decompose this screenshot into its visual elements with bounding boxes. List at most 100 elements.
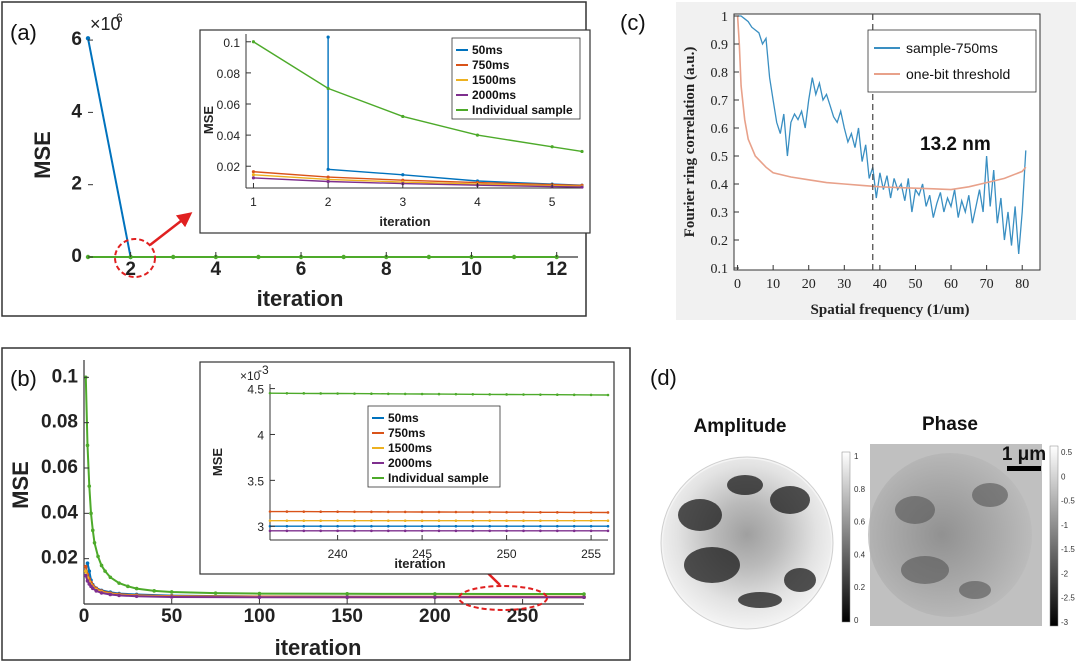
panel-a-inset-plot [245,34,584,189]
data-point [475,133,480,137]
panel-a-exponent-power: 6 [116,11,123,25]
panel-d-amplitude-title: Amplitude [694,416,787,437]
legend-label: one-bit threshold [906,66,1010,82]
data-point [437,524,441,528]
data-point [437,519,441,523]
data-point [336,519,339,523]
data-point [471,524,475,528]
phase-image: 1 μm [868,444,1046,626]
x-tick-label: 1 [250,195,257,209]
x-tick-label: 30 [837,277,851,292]
data-point [403,392,407,396]
colorbar-tick-label: -2.5 [1061,594,1075,603]
x-tick-label: 10 [461,259,482,280]
legend-label: 1500ms [388,441,432,455]
data-point [589,393,593,397]
data-point [387,392,390,396]
series-line-individual-sample [253,41,583,153]
panel-c: (c) Fourier ring correlation (a.u.) Spat… [620,2,1076,320]
panel-c-xticks: 0 10 20 30 40 50 60 70 80 [734,265,1029,292]
y-tick-label: 0.3 [711,206,729,221]
data-point [437,510,441,514]
y-tick-label: 0.02 [41,548,78,569]
colorbar-tick-label: -2 [1061,569,1069,578]
colorbar-tick-label: -1.5 [1061,545,1075,554]
y-tick-label: 1 [721,10,728,25]
series-line-individual-sample [84,377,585,595]
panel-a-xticks: 2 4 6 8 10 12 [125,252,567,280]
x-tick-label: 3 [399,195,406,209]
amplitude-colorbar-ticks: 1 0.8 0.6 0.4 0.2 0 [854,452,866,625]
panel-b-label: (b) [10,366,37,391]
x-tick-label: 200 [419,606,451,627]
amplitude-feature [678,499,722,531]
data-point [572,519,576,523]
panel-d-phase-title: Phase [922,414,978,435]
data-point [370,392,373,396]
y-tick-label: 4 [71,101,82,122]
panel-d: (d) Amplitude Phase 1 0.8 0.6 0.4 0.2 0 [650,365,1075,630]
data-point [285,529,289,533]
data-point [87,569,92,573]
panel-c-yticks: 0.1 0.2 0.3 0.4 0.5 0.6 0.7 0.8 0.9 1 [711,10,739,277]
data-point [353,524,356,528]
data-point [90,586,95,591]
data-point [539,393,542,396]
data-point [556,524,559,528]
scale-bar-label: 1 μm [1002,444,1046,465]
panel-a-exponent-base: ×10 [90,14,121,34]
panel-b-inset-xticks: 240 245 250 255 [328,535,601,561]
amplitude-feature [727,475,763,495]
x-tick-label: 4 [474,195,481,209]
data-point [387,529,390,533]
x-tick-label: 60 [944,277,958,292]
amplitude-colorbar [841,451,851,623]
data-point [511,254,517,260]
panel-c-legend: sample-750ms one-bit threshold [867,29,1037,93]
data-point [85,443,90,448]
x-tick-label: 250 [507,606,539,627]
data-point [539,510,542,514]
data-point [433,595,437,599]
phase-feature [895,496,935,524]
data-point [285,524,289,528]
legend-label: 2000ms [472,88,516,102]
panel-b-inset-exponent-power: -3 [258,363,269,377]
data-point [556,519,559,523]
data-point [606,524,610,528]
series-line-sample-750ms [737,15,1027,255]
data-point [488,393,492,396]
data-point [117,593,121,598]
data-point [426,254,432,260]
data-point [556,511,559,514]
data-point [488,524,492,528]
phase-feature [972,483,1008,507]
data-point [387,510,390,514]
panel-c-ylabel: Fourier ring correlation (a.u.) [682,47,698,238]
x-tick-label: 2 [125,259,136,280]
data-point [556,529,559,533]
data-point [420,510,424,514]
data-point [353,510,356,514]
x-tick-label: 40 [873,277,887,292]
data-point [454,519,458,523]
amplitude-feature [738,592,782,608]
data-point [117,581,121,585]
data-point [251,173,256,177]
y-tick-label: 0.08 [217,67,241,81]
x-tick-label: 12 [546,259,567,280]
data-point [268,519,272,523]
phase-disk [868,453,1032,617]
data-point [420,392,424,396]
data-point [302,524,306,528]
panel-b: (b) MSE iteration 0 50 100 150 200 250 0.020.… [1,347,631,661]
data-point [370,524,373,528]
panel-b-xticks: 0 50 100 150 200 250 [79,599,539,627]
y-tick-label: 4 [257,428,264,442]
colorbar-tick-label: 0.6 [854,518,866,527]
amplitude-feature [684,547,740,583]
data-point [403,529,407,533]
data-point [488,510,492,514]
y-tick-label: 0.1 [711,262,729,277]
